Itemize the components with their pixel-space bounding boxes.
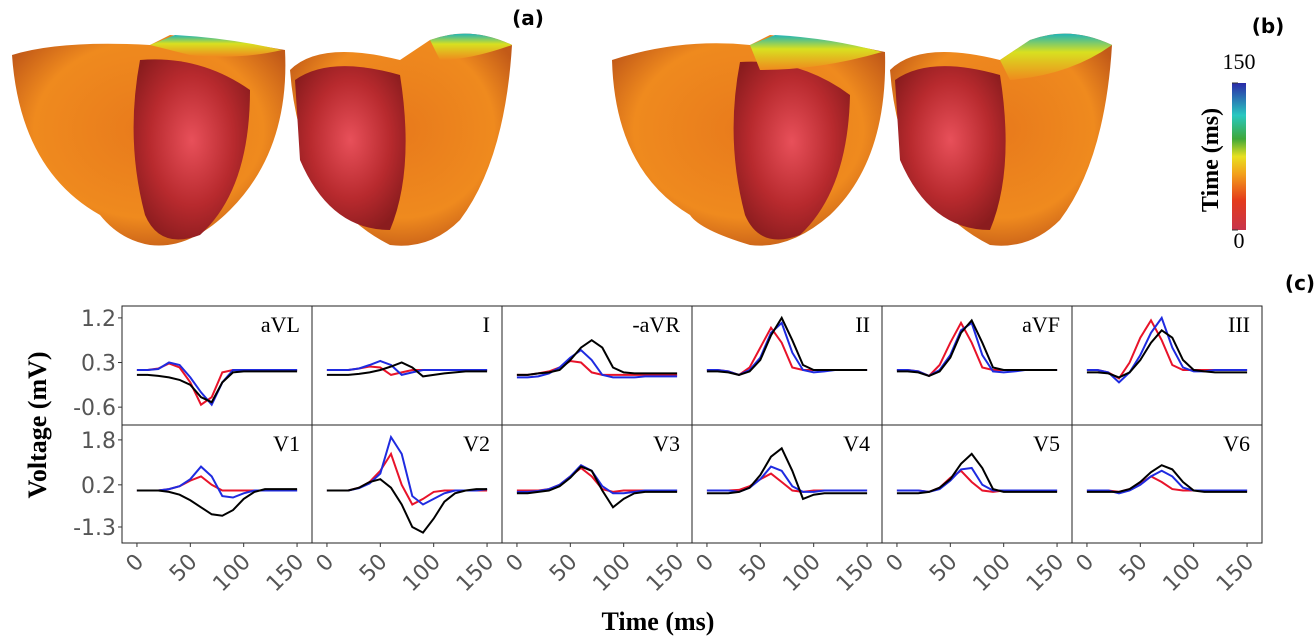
lead-name: -aVR [632, 312, 680, 337]
colorbar-tick-label: 150 [1223, 49, 1256, 74]
x-tick-label: 100 [589, 550, 636, 597]
lead-name: V6 [1223, 431, 1250, 456]
y-tick-label: -0.6 [73, 396, 116, 421]
lead-name: I [483, 312, 490, 337]
ecg-line [136, 488, 298, 517]
x-tick-label: 150 [262, 550, 309, 597]
lead-name: V5 [1033, 431, 1060, 456]
x-tick-label: 100 [779, 550, 826, 597]
ecg-line [706, 446, 868, 501]
x-tick-label: 100 [399, 550, 446, 597]
ecg-line [326, 359, 488, 376]
panel-frame [1071, 424, 1263, 544]
panel-label: (a) [512, 6, 544, 30]
ecg-line [706, 472, 868, 493]
panel-label: (b) [1252, 14, 1285, 38]
x-axis-label: Time (ms) [602, 607, 715, 636]
x-tick-label: 50 [165, 550, 202, 587]
ecg-line [896, 452, 1058, 495]
lead-name: V2 [463, 431, 490, 456]
x-tick-label: 150 [452, 550, 499, 597]
ecg-line [516, 348, 678, 379]
x-tick-label: 0 [882, 550, 910, 578]
x-tick-label: 50 [355, 550, 392, 587]
x-tick-label: 100 [1159, 550, 1206, 597]
colorbar-label: Time (ms) [1198, 108, 1224, 212]
x-tick-label: 50 [925, 550, 962, 587]
ecg-line [326, 478, 488, 534]
colorbar-tick-label: 0 [1234, 228, 1245, 253]
x-tick-label: 100 [209, 550, 256, 597]
ecg-line [136, 370, 298, 404]
y-tick-label: 0.3 [81, 352, 116, 377]
ecg-line [896, 318, 1058, 377]
x-tick-label: 50 [545, 550, 582, 587]
x-tick-label: 100 [969, 550, 1016, 597]
x-tick-label: 0 [1072, 550, 1100, 578]
x-tick-label: 50 [735, 550, 772, 587]
x-tick-label: 0 [122, 550, 150, 578]
ecg-line [896, 469, 1058, 493]
lead-name: aVL [261, 312, 300, 337]
ecg-line [1086, 315, 1248, 384]
y-tick-label: 0.2 [81, 474, 116, 499]
heart-images [12, 33, 1112, 246]
ecg-line [1086, 464, 1248, 493]
ecg-line [326, 361, 488, 378]
x-tick-label: 0 [502, 550, 530, 578]
lead-name: III [1228, 312, 1250, 337]
y-tick-label: 1.8 [81, 429, 116, 454]
ecg-line [136, 465, 298, 499]
x-tick-label: 0 [312, 550, 340, 578]
y-tick-label: 1.2 [81, 307, 116, 332]
panel-label: (c) [1285, 271, 1315, 295]
x-tick-label: 150 [1212, 550, 1259, 597]
y-tick-label: -1.3 [73, 516, 116, 541]
x-tick-label: 150 [832, 550, 879, 597]
ecg-line [516, 463, 678, 495]
ecg-line [1086, 328, 1248, 379]
x-tick-label: 50 [1115, 550, 1152, 587]
x-tick-label: 150 [642, 550, 689, 597]
lead-name: II [855, 312, 870, 337]
ecg-line [706, 465, 868, 493]
y-axis-label: Voltage (mV) [23, 351, 52, 498]
ecg-line [516, 338, 678, 376]
lead-name: aVF [1022, 312, 1060, 337]
colorbar [1232, 83, 1246, 230]
x-tick-label: 0 [692, 550, 720, 578]
lead-name: V3 [653, 431, 680, 456]
panel-frame [691, 305, 883, 426]
lead-name: V4 [843, 431, 870, 456]
lead-name: V1 [273, 431, 300, 456]
ecg-line [896, 466, 1058, 493]
ecg-line [326, 451, 488, 506]
ecg-line [516, 465, 678, 509]
ecg-line [706, 315, 868, 376]
x-tick-label: 150 [1022, 550, 1069, 597]
